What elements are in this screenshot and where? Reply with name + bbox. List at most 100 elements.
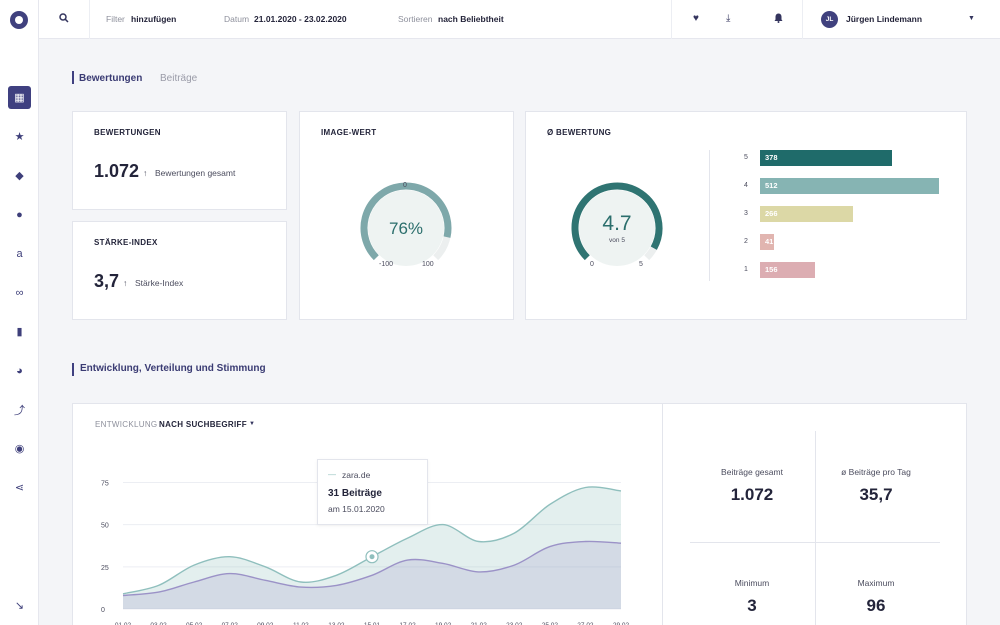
highlight-point-dot <box>369 554 375 560</box>
gauge-min-label: -100 <box>379 261 394 268</box>
x-tick-label: 09.02 <box>257 622 274 625</box>
sidebar-pie-chart-icon[interactable]: ◕ <box>16 364 23 377</box>
date-range[interactable]: 21.01.2020 - 23.02.2020 <box>254 14 347 24</box>
card-title: IMAGE-WERT <box>321 128 377 137</box>
filter-label: Filter <box>106 14 125 24</box>
gauge-top-label: 0 <box>403 182 407 189</box>
top-bar: Filter hinzufügen Datum 21.01.2020 - 23.… <box>39 0 1000 39</box>
rating-bar[interactable]: 41 <box>760 234 775 250</box>
card-image-wert: IMAGE-WERT 76% 0 -100 100 <box>299 111 514 320</box>
bewertungen-label: Bewertungen gesamt <box>155 168 236 178</box>
rating-value: 4.7 <box>602 212 631 235</box>
logo-icon[interactable] <box>10 11 28 29</box>
y-tick-label: 0 <box>101 607 105 614</box>
x-tick-label: 03.02 <box>150 622 167 625</box>
rating-bar-count: 156 <box>765 265 778 274</box>
sidebar-broadcast-icon[interactable]: ◉ <box>14 443 25 455</box>
date-label: Datum <box>224 14 250 24</box>
x-tick-label: 27.02 <box>577 622 594 625</box>
x-tick-label: 07.02 <box>222 622 239 625</box>
sort-value[interactable]: nach Beliebtheit <box>438 14 504 24</box>
image-value: 76% <box>389 219 423 238</box>
chevron-down-icon[interactable]: ▼ <box>249 421 255 427</box>
sidebar-share-icon[interactable]: ⋖ <box>14 482 25 494</box>
filter-value[interactable]: hinzufügen <box>131 14 177 24</box>
sidebar-trend-icon[interactable]: ⤴ <box>14 404 25 417</box>
x-tick-label: 15.01 <box>364 622 381 625</box>
stat-avg-value: 35,7 <box>859 485 893 504</box>
staerke-label: Stärke-Index <box>135 278 184 288</box>
x-tick-label: 17.02 <box>399 622 416 625</box>
card-title: BEWERTUNGEN <box>94 128 161 137</box>
tab-bewertungen[interactable]: Bewertungen <box>79 73 143 84</box>
rating-star-label: 4 <box>744 182 748 189</box>
rating-bar-count: 512 <box>765 181 778 190</box>
x-tick-label: 01.02 <box>115 622 132 625</box>
sidebar-tripadvisor-icon[interactable]: ∞ <box>15 286 24 299</box>
y-tick-label: 75 <box>101 480 109 487</box>
x-tick-label: 05.02 <box>186 622 203 625</box>
stat-total-value: 1.072 <box>730 485 774 504</box>
rating-star-label: 1 <box>744 266 748 273</box>
x-tick-label: 29.02 <box>613 622 630 625</box>
heart-icon[interactable]: ♥ <box>693 13 699 24</box>
tab-beitraege[interactable]: Beiträge <box>160 73 198 84</box>
card-durchschnitt-bewertung: Ø BEWERTUNG 4.7 von 5 0 5 5 378 4 512 3 266 2 4… <box>525 111 967 320</box>
card-bewertungen: BEWERTUNGEN 1.072 ↑ Bewertungen gesamt <box>72 111 287 210</box>
rating-star-label: 3 <box>744 210 748 217</box>
rating-sub: von 5 <box>609 237 625 244</box>
sort-label: Sortieren <box>398 14 433 24</box>
series-area <box>123 486 621 609</box>
y-tick-label: 50 <box>101 523 109 530</box>
gauge-max-label: 100 <box>422 261 434 268</box>
rating-star-label: 5 <box>744 154 748 161</box>
series-line <box>122 540 622 597</box>
bell-icon[interactable] <box>774 13 783 26</box>
development-chart: 0 25 50 75 01.02 03.02 05.02 07.02 09.02 11.02 13.… <box>101 480 630 625</box>
stat-min-value: 3 <box>747 596 757 615</box>
rating-bar-count: 266 <box>765 209 778 218</box>
sidebar-tag-icon[interactable]: ◆ <box>15 170 24 182</box>
user-name[interactable]: Jürgen Lindemann <box>846 14 923 24</box>
rating-bar[interactable]: 378 <box>760 150 893 166</box>
entwicklung-dropdown[interactable]: NACH SUCHBEGRIFF <box>159 420 247 429</box>
avatar[interactable]: JL <box>821 11 838 28</box>
series-area <box>123 541 621 609</box>
staerke-value: 3,7 <box>94 271 120 291</box>
arrow-up-icon: ↑ <box>123 278 128 288</box>
download-icon[interactable]: ⤓ <box>726 13 731 24</box>
rating-bar-count: 41 <box>765 237 774 246</box>
entwicklung-label: ENTWICKLUNG <box>95 420 158 429</box>
chevron-down-icon[interactable]: ▼ <box>968 15 975 22</box>
stat-total-label: Beiträge gesamt <box>721 467 783 477</box>
sidebar: ▦ ★ ◆ ● a ∞ ▮ ◕ ⤴ ◉ ⋖ ↘ <box>0 0 39 625</box>
rating-bar-count: 378 <box>765 153 778 162</box>
y-tick-label: 25 <box>101 565 109 572</box>
x-tick-label: 11.02 <box>293 622 309 625</box>
x-tick-label: 21.02 <box>471 622 488 625</box>
rating-bar[interactable]: 156 <box>760 262 815 278</box>
rating-star-label: 2 <box>744 238 748 245</box>
rating-bar[interactable]: 512 <box>760 178 939 194</box>
stat-max-label: Maximum <box>857 578 895 588</box>
sidebar-bar-chart-icon[interactable]: ▮ <box>16 326 23 338</box>
tab-indicator <box>72 71 74 84</box>
sidebar-collapse-icon[interactable]: ↘ <box>14 600 25 612</box>
arrow-up-icon: ↑ <box>143 168 148 178</box>
rating-gauge: 4.7 von 5 <box>571 182 663 266</box>
sidebar-amazon-icon[interactable]: a <box>16 247 23 260</box>
x-tick-label: 23.02 <box>506 622 523 625</box>
stat-avg-label: ø Beiträge pro Tag <box>841 467 911 477</box>
sidebar-location-pin-icon[interactable]: ● <box>16 208 23 221</box>
sidebar-star-icon[interactable]: ★ <box>14 131 25 143</box>
x-tick-label: 13.02 <box>328 622 345 625</box>
gauge-min-label: 0 <box>590 261 594 268</box>
section-title: Entwicklung, Verteilung und Stimmung <box>72 363 266 376</box>
rating-bar[interactable]: 266 <box>760 206 853 222</box>
image-gauge: 76% <box>360 182 452 266</box>
search-icon[interactable] <box>59 13 69 26</box>
sidebar-dashboard-icon[interactable]: ▦ <box>8 86 31 109</box>
bewertungen-value: 1.072 <box>94 161 140 181</box>
card-staerke-index: STÄRKE-INDEX 3,7 ↑ Stärke-Index <box>72 221 287 320</box>
chart-tooltip: — zara.de 31 Beiträge am 15.01.2020 <box>317 459 428 525</box>
